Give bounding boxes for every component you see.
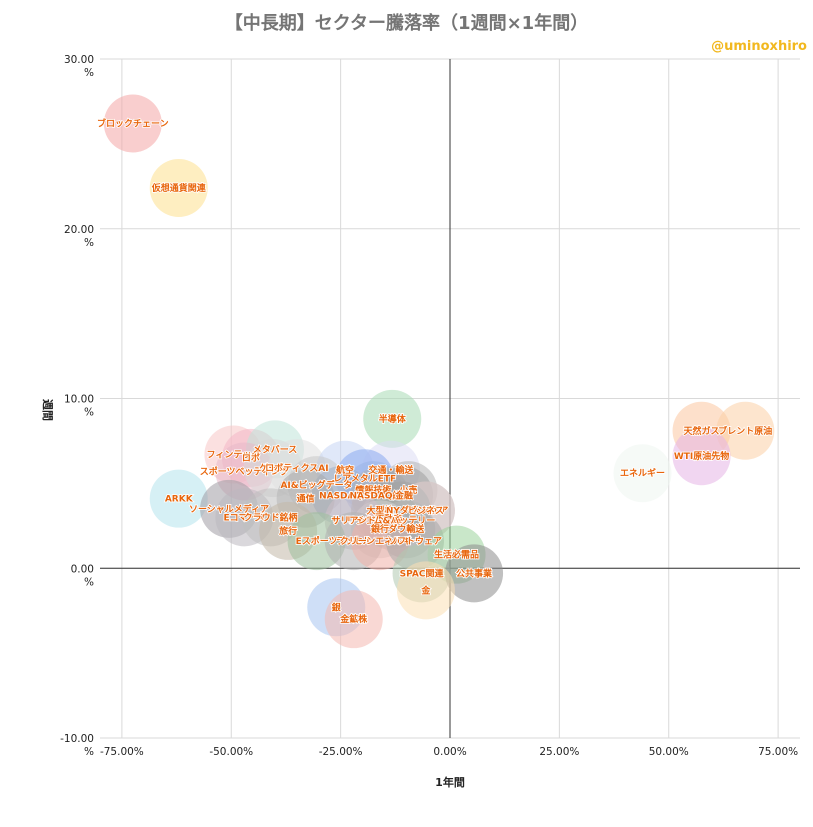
data-point-label: 金 bbox=[420, 584, 431, 596]
data-point-label: ラッセル bbox=[336, 536, 372, 547]
data-point bbox=[445, 544, 504, 603]
data-point-label: リチウム&バッテリー bbox=[347, 516, 436, 527]
data-point-label: ロボティクスAI bbox=[265, 462, 329, 474]
data-point-label: 通信 bbox=[297, 493, 315, 505]
data-point-label: メタバース bbox=[253, 443, 298, 455]
data-point-label: ARKK bbox=[165, 495, 194, 505]
data-point-label: NYダウ bbox=[386, 505, 418, 517]
y-tick-label: 20.00 bbox=[64, 224, 94, 236]
data-point-label: NASDAQ総合 bbox=[349, 489, 411, 501]
data-point-label: サリアンド bbox=[331, 516, 376, 527]
data-point-label: WTI原油先物 bbox=[674, 450, 729, 462]
x-axis-title: 1年間 bbox=[435, 775, 465, 789]
data-point-label: 生活必需品 bbox=[434, 549, 479, 561]
data-point-label: ロボ bbox=[242, 452, 260, 464]
data-point bbox=[613, 444, 672, 503]
data-point bbox=[396, 561, 455, 620]
data-point bbox=[363, 389, 422, 448]
x-tick-labels: -75.00% -50.00% -25.00% 0.00% 25.00% 50.00% 75… bbox=[100, 746, 798, 758]
data-point bbox=[149, 469, 208, 528]
x-tick-label: 50.00% bbox=[649, 746, 689, 758]
y-tick-label: -10.00 bbox=[60, 733, 94, 745]
data-point-label: フィンテック bbox=[207, 450, 261, 461]
y-tick-label: 30.00 bbox=[64, 54, 94, 66]
data-point-label: エネルギー bbox=[620, 467, 665, 479]
data-bubbles bbox=[103, 94, 775, 649]
data-point-label: ゲーム bbox=[259, 462, 286, 474]
data-point-label: ブレント原油 bbox=[718, 425, 772, 437]
data-point-label: 仮想通貨関連 bbox=[151, 182, 207, 194]
data-point-label: 小売 bbox=[398, 484, 417, 496]
data-point-label: ヘルスケア bbox=[403, 506, 448, 517]
data-point-label: ブロックチェーン bbox=[97, 118, 169, 130]
x-tick-label: -25.00% bbox=[319, 746, 363, 758]
data-point-label: クリーンエネルギー bbox=[340, 535, 421, 547]
data-point-label: クラウド銘柄 bbox=[244, 511, 298, 523]
data-point-label: レアメタルETF bbox=[333, 472, 396, 484]
data-point-label: 公共事業 bbox=[456, 567, 493, 579]
data-point-label: ソーシャルメディア bbox=[189, 503, 269, 515]
x-tick-label: -75.00% bbox=[100, 746, 144, 758]
data-point-label: Eスポーツ bbox=[296, 535, 338, 547]
data-point-label: Eコマース bbox=[224, 512, 266, 523]
data-point-label: スポーツベッティング bbox=[200, 465, 289, 477]
data-point-label: 金鉱株 bbox=[339, 613, 368, 625]
data-point-label: ビジネス bbox=[408, 505, 444, 517]
data-point bbox=[103, 94, 162, 153]
x-tick-label: 0.00% bbox=[433, 746, 466, 758]
y-tick-unit: % bbox=[84, 407, 94, 419]
x-tick-label: 75.00% bbox=[758, 746, 798, 758]
data-point-label: ダウ輸送 bbox=[388, 523, 425, 535]
data-point-label: 不動産 bbox=[375, 513, 402, 525]
y-tick-unit: % bbox=[84, 67, 94, 79]
data-point-label: 銀行 bbox=[371, 523, 389, 535]
author-credit: @uminoxhiro bbox=[711, 39, 807, 54]
y-axis-title: 週間 bbox=[41, 399, 55, 421]
data-point-label: 金融 bbox=[394, 489, 413, 501]
y-tick-label: 10.00 bbox=[64, 394, 94, 406]
data-point-label: ソフトウェア bbox=[388, 536, 442, 547]
data-point-label: 情報技術 bbox=[354, 484, 391, 496]
data-point-label: 大型株 bbox=[366, 505, 394, 517]
data-point-label: 旅行 bbox=[279, 525, 297, 537]
data-point-label: NASDAQ bbox=[319, 491, 362, 501]
y-tick-unit: % bbox=[84, 237, 94, 249]
data-point-label: 半導体 bbox=[379, 413, 407, 425]
data-point-label: SPAC関連 bbox=[400, 567, 445, 579]
y-tick-label: 0.00 bbox=[71, 563, 94, 575]
data-point-label: 銀 bbox=[332, 601, 341, 613]
data-point bbox=[672, 427, 731, 486]
x-tick-label: -50.00% bbox=[209, 746, 253, 758]
data-point bbox=[716, 401, 775, 460]
data-point-label: 天然ガス bbox=[684, 425, 720, 437]
y-tick-unit: % bbox=[84, 746, 94, 758]
data-point-label: 航空 bbox=[336, 464, 354, 476]
data-point bbox=[149, 159, 208, 218]
y-tick-unit: % bbox=[84, 576, 94, 588]
data-point-label: 交通・輸送 bbox=[368, 464, 414, 476]
x-tick-label: 25.00% bbox=[539, 746, 579, 758]
data-point-label: AI&ビッグデータ bbox=[280, 479, 352, 491]
y-tick-labels: 30.00%20.00%10.00%0.00%-10.00% bbox=[60, 54, 94, 758]
chart-title: 【中長期】セクター騰落率（1週間×1年間） bbox=[224, 13, 589, 34]
data-point bbox=[324, 590, 383, 649]
